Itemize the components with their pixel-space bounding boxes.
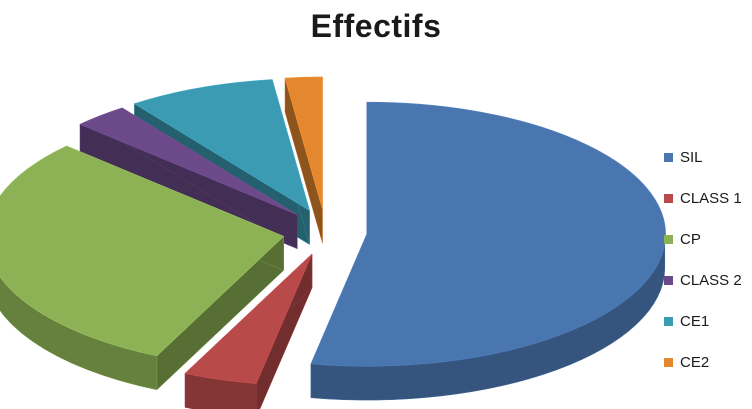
- legend-label: CP: [680, 231, 701, 248]
- legend-label: CLASS 2: [680, 272, 742, 289]
- legend-label: CE1: [680, 313, 710, 330]
- pie-slice-sil: [310, 101, 666, 401]
- legend-swatch: [664, 317, 673, 326]
- legend-swatch: [664, 235, 673, 244]
- pie-slice-top: [284, 76, 323, 209]
- chart-title: Effectifs: [310, 8, 442, 44]
- legend-label: CE2: [680, 354, 710, 371]
- pie-slice-class-1: [184, 253, 313, 409]
- legend-swatch: [664, 194, 673, 203]
- pie-slice-ce2: [284, 76, 323, 243]
- pie-slice-cp: [0, 145, 285, 391]
- legend-label: SIL: [680, 149, 703, 166]
- pie-slice-top: [133, 79, 310, 212]
- legend-swatch: [664, 358, 673, 367]
- pie-slice-class-2: [79, 107, 298, 250]
- legend-swatch: [664, 153, 673, 162]
- legend-swatch: [664, 276, 673, 285]
- pie-slice-top: [0, 145, 285, 357]
- legend-label: CLASS 1: [680, 190, 742, 207]
- pie-slice-top: [310, 101, 666, 367]
- pie-slice-top: [184, 253, 313, 384]
- pie-slice-top: [79, 107, 298, 215]
